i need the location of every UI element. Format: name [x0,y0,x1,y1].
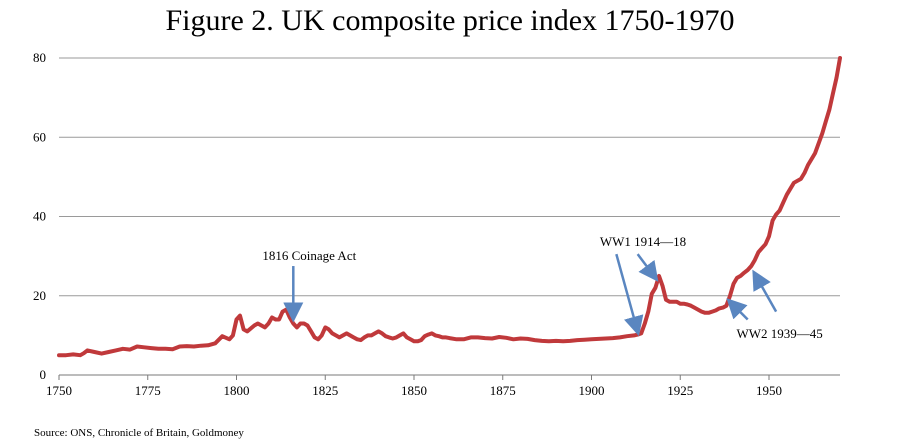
x-tick-label: 1850 [401,383,427,398]
annotation-arrow [636,253,659,282]
annotation-arrow [615,253,644,337]
annotation-arrow [752,269,778,313]
y-tick-label: 0 [40,367,47,382]
x-tick-label: 1875 [490,383,516,398]
annotation-label: WW2 1939—45 [737,326,823,341]
x-tick-label: 1925 [667,383,693,398]
x-tick-label: 1825 [312,383,338,398]
axes [58,374,840,380]
annotation-label: 1816 Coinage Act [262,248,356,263]
chart-title: Figure 2. UK composite price index 1750-… [165,4,735,37]
x-tick-label: 1775 [135,383,161,398]
annotations-group: 1816 Coinage Act WW1 1914—18 WW2 1939—45 [262,234,822,341]
y-tick-label: 40 [33,209,46,224]
y-tick-labels: 0 20 40 60 80 [33,50,46,382]
x-tick-label: 1750 [46,383,72,398]
x-tick-label: 1950 [756,383,782,398]
annotation-label: WW1 1914—18 [600,234,686,249]
x-tick-label: 1900 [579,383,605,398]
y-tick-label: 80 [33,50,46,65]
x-tick-labels: 1750 1775 1800 1825 1850 1875 1900 1925 1950 [46,383,782,398]
source-note: Source: ONS, Chronicle of Britain, Goldm… [34,427,244,439]
annotation-arrow [726,298,749,321]
y-tick-label: 20 [33,288,46,303]
y-tick-label: 60 [33,129,46,144]
series-group [57,56,842,358]
grid-lines [59,57,840,297]
price-index-line [57,56,842,358]
x-tick-label: 1800 [224,383,250,398]
